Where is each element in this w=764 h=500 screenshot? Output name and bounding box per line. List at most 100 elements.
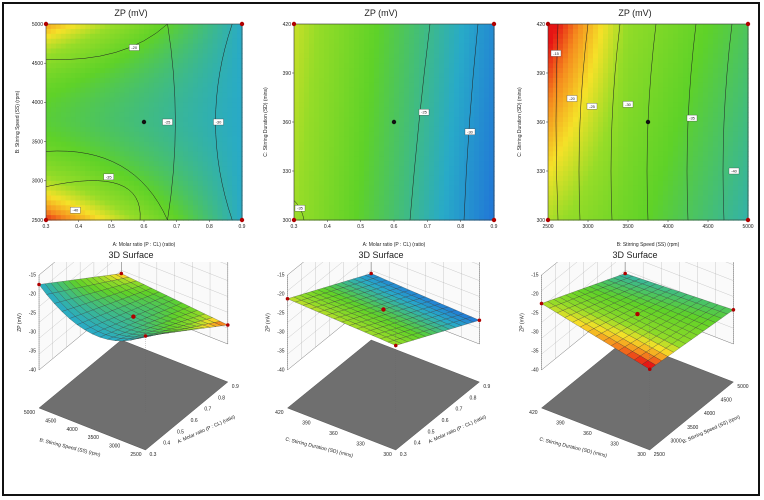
x-tick-label: 0.7	[456, 407, 463, 413]
design-point	[381, 307, 386, 312]
y-axis-label: C: Stirring Duration (SD) (mins)	[263, 87, 269, 157]
corner-point	[545, 21, 551, 27]
contour-line	[555, 23, 559, 221]
corner-point	[226, 323, 230, 327]
x-tick-label: 0.8	[206, 224, 213, 230]
x-axis-label: A: Molar ratio (P : CL) (ratio)	[363, 242, 426, 248]
surface-plot-1: -15 -20 -25 -30 -35 -40 ZP (mV) 0.3 0.4 0.5 0.6 0.7…	[17, 262, 239, 458]
y-tick-label: 3000	[32, 179, 43, 185]
z-tick-label: -30	[29, 330, 36, 336]
corner-point	[623, 271, 627, 276]
corner-point	[745, 217, 751, 223]
x-tick-label: 4500	[702, 224, 713, 230]
contour-label-box	[418, 109, 430, 116]
contour-label-box	[70, 207, 81, 214]
z-tick-label: -40	[277, 368, 284, 374]
surface-mesh	[541, 273, 734, 370]
contour-plot-1: -20 -25 -30 -35 -40 0.3 0.4 0.5 0.6 0.7 0.8 0.9 2500…	[15, 21, 246, 248]
contour-label: -30	[467, 129, 474, 134]
design-point	[635, 311, 640, 317]
z-axis-label: ZP (mV)	[520, 313, 526, 332]
corner-point	[539, 301, 544, 306]
contour-label: -25	[421, 110, 428, 115]
corner-point	[491, 217, 497, 223]
y-tick-label: 420	[537, 22, 546, 28]
surface-cell	[641, 360, 656, 370]
x-tick-label: 0.8	[218, 395, 225, 401]
y-tick-label: 5000	[32, 22, 43, 28]
y-tick-label: 420	[275, 410, 284, 416]
x-tick-label: 0.3	[291, 224, 298, 230]
x-axis-label: A: Molar ratio (P : CL) (ratio)	[427, 414, 487, 445]
x-tick-label: 0.6	[191, 418, 198, 424]
x-tick-label: 0.9	[491, 224, 498, 230]
contour-plot-2: -25 -30 -35 0.3 0.4 0.5 0.6 0.7 0.8 0.9 300 330 360 3…	[263, 21, 498, 248]
contour-label-box	[464, 128, 476, 135]
x-tick-label: 0.5	[108, 224, 115, 230]
x-tick-label: 0.5	[357, 224, 364, 230]
contour-line	[686, 23, 697, 221]
x-tick-label: 5000	[737, 384, 748, 390]
y-tick-label: 360	[583, 431, 592, 437]
z-tick-label: -25	[531, 311, 538, 317]
x-tick-label: 0.6	[442, 418, 449, 424]
panel-title: 3D Surface	[612, 250, 658, 260]
design-point	[141, 119, 147, 125]
contour-label: -40	[731, 169, 738, 174]
contour-line	[45, 150, 168, 221]
corner-point	[119, 271, 124, 276]
z-tick-label: -35	[531, 349, 538, 355]
y-tick-label: 300	[383, 452, 392, 458]
contour-line	[578, 23, 589, 221]
surface-panel-1: 3D Surface -15 -20 -25 -30 -35 -40 ZP (mV) 0.3 0…	[10, 250, 252, 494]
x-tick-label: 0.7	[424, 224, 431, 230]
z-tick-label: -15	[531, 273, 538, 279]
panel-title: 3D Surface	[108, 250, 154, 260]
surface-plot-3: -15 -20 -25 -30 -35 -40 ZP (mV) 2500 3000 3500 400…	[520, 262, 749, 459]
z-tick-label: -20	[531, 292, 538, 298]
contour-label-box	[103, 173, 114, 181]
corner-point	[745, 21, 751, 27]
contour-label-box	[294, 205, 306, 212]
contour-line	[167, 23, 176, 221]
x-tick-label: 0.3	[150, 452, 157, 458]
y-tick-label: 420	[283, 22, 292, 28]
x-tick-label: 0.7	[173, 224, 180, 230]
contour-label-box	[162, 118, 173, 126]
x-tick-label: 0.4	[75, 224, 82, 230]
surface-cell	[387, 340, 403, 346]
x-axis-label: A: Molar ratio (P : CL) (ratio)	[113, 242, 176, 248]
y-tick-label: 4500	[45, 418, 56, 424]
z-tick-label: -15	[29, 273, 36, 279]
y-axis-label: C: Stirring Duration (SD) (mins)	[517, 87, 523, 157]
y-tick-label: 2500	[130, 452, 141, 458]
design-point	[391, 119, 397, 125]
panel-title: ZP (mV)	[364, 8, 398, 18]
x-tick-label: 0.9	[232, 384, 239, 390]
x-tick-label: 0.6	[141, 224, 148, 230]
contour-label: -35	[297, 206, 304, 211]
x-tick-label: 0.9	[239, 224, 246, 230]
y-tick-label: 390	[283, 71, 292, 77]
contour-label: -35	[689, 116, 696, 121]
x-tick-label: 3500	[687, 425, 698, 431]
contour-label-box	[129, 44, 140, 51]
z-tick-label: -20	[277, 292, 284, 298]
contour-line	[45, 180, 141, 221]
contour-label: -20	[569, 96, 576, 101]
contour-line	[722, 23, 733, 221]
contour-line	[610, 23, 621, 221]
y-axis-label: B: Stirring Speed (SS) (rpm)	[15, 90, 21, 153]
surface-mesh	[287, 273, 480, 346]
x-tick-label: 0.3	[400, 452, 407, 458]
x-tick-label: 3500	[622, 224, 633, 230]
y-axis-label: C: Stirring Duration (SD) (mins)	[285, 437, 354, 460]
corner-point	[291, 217, 297, 223]
x-tick-label: 4500	[721, 398, 732, 404]
contour-panel-2: ZP (mV) -25 -30 -35 0.3 0.4 0.5 0.6 0.7 0.8 0.9 30…	[258, 8, 504, 252]
z-tick-label: -20	[29, 292, 36, 298]
x-tick-label: 0.3	[43, 224, 50, 230]
z-tick-label: -40	[29, 368, 36, 374]
x-tick-label: 4000	[704, 411, 715, 417]
